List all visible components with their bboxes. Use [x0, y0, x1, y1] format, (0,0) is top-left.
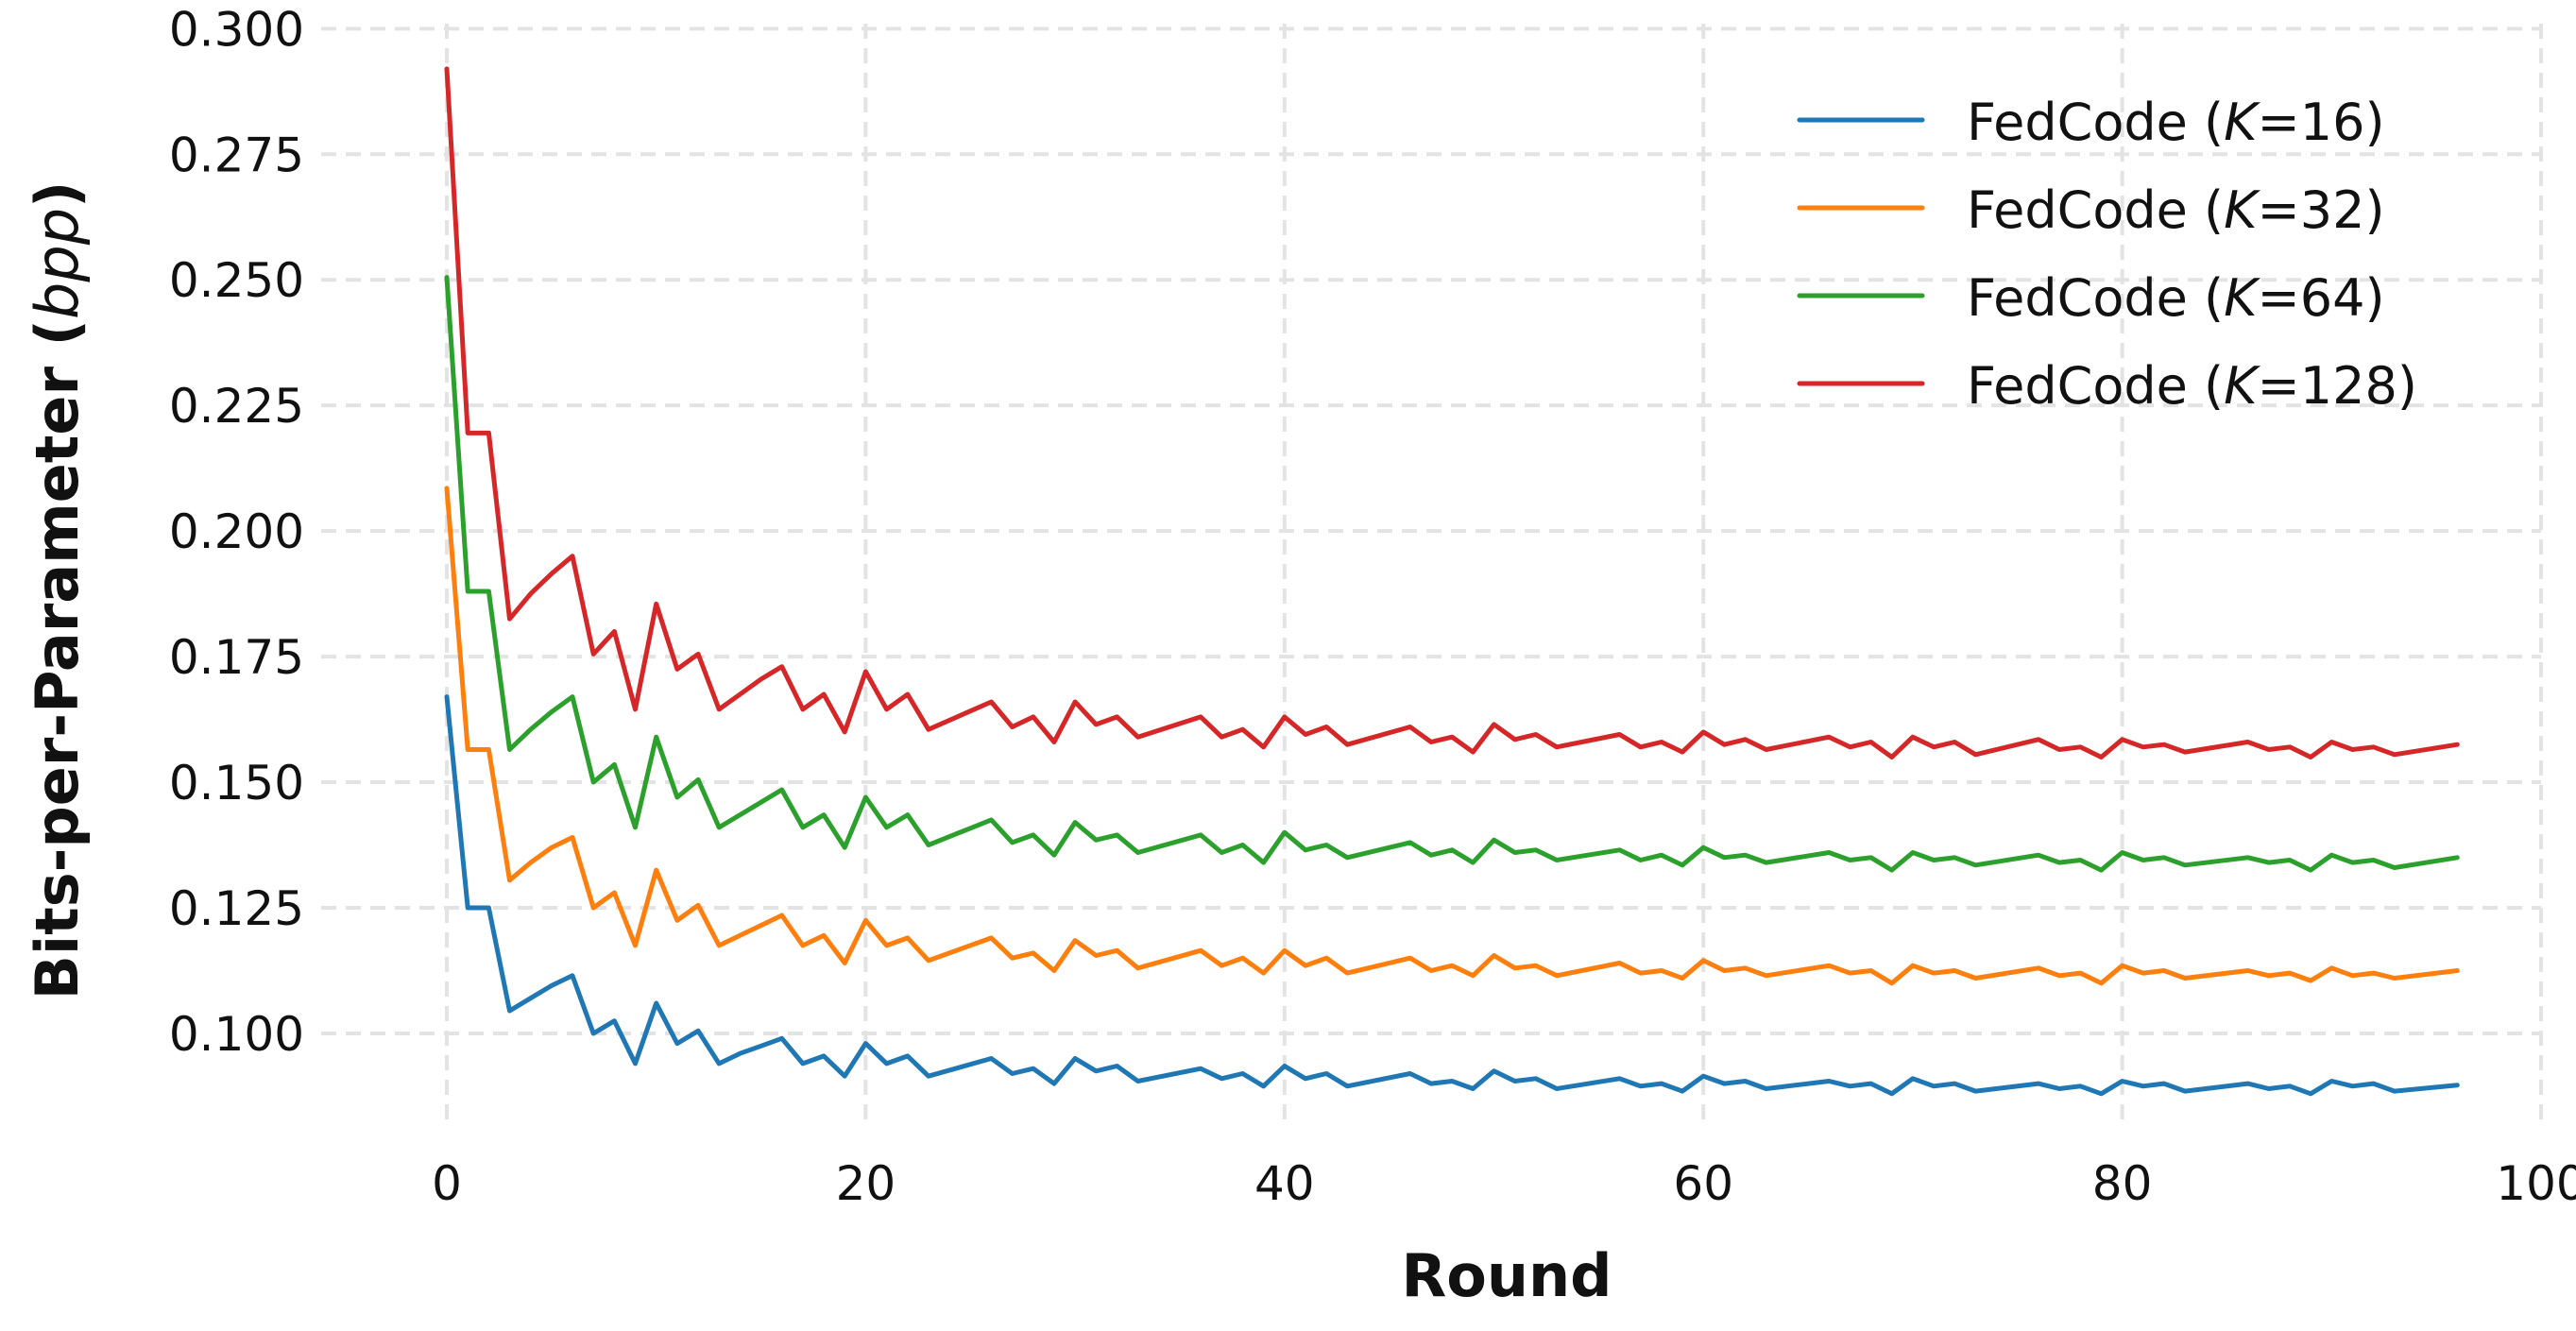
- series-line-1: [444, 694, 2460, 1097]
- y-tick-label: 0.275: [169, 128, 304, 182]
- legend: FedCode (K=16) FedCode (K=32) FedCode (K=6…: [1797, 93, 2417, 416]
- y-axis-title-suffix: ): [23, 181, 92, 208]
- y-axis-title: Bits-per-Parameter (bpp): [23, 181, 92, 1000]
- legend-item-4: FedCode (K=128): [1797, 356, 2417, 416]
- y-tick-label: 0.250: [169, 253, 304, 308]
- y-tick-label: 0.300: [169, 2, 304, 57]
- y-tick-label: 0.150: [169, 756, 304, 811]
- x-tick-label: 0: [432, 1156, 462, 1211]
- series-line-4: [444, 66, 2460, 759]
- x-tick-label: 80: [2092, 1156, 2153, 1211]
- legend-label: FedCode (K=32): [1967, 180, 2385, 240]
- series-line-2: [444, 486, 2460, 986]
- grid: [321, 24, 2543, 1129]
- x-tick-label: 20: [836, 1156, 896, 1211]
- y-tick-label: 0.175: [169, 630, 304, 685]
- legend-item-1: FedCode (K=16): [1797, 93, 2385, 152]
- x-tick-label: 100: [2496, 1156, 2576, 1211]
- legend-item-3: FedCode (K=64): [1797, 268, 2385, 328]
- y-tick-label: 0.225: [169, 379, 304, 434]
- y-axis-title-prefix: Bits-per-Parameter (: [23, 319, 92, 999]
- legend-label: FedCode (K=16): [1967, 93, 2385, 152]
- x-tick-label: 40: [1254, 1156, 1315, 1211]
- y-axis-ticks: 0.100 0.125 0.150 0.175 0.200 0.225 0.250 0.275…: [169, 2, 304, 1062]
- y-tick-label: 0.100: [169, 1007, 304, 1062]
- x-tick-label: 60: [1673, 1156, 1733, 1211]
- legend-item-2: FedCode (K=32): [1797, 180, 2385, 240]
- legend-label: FedCode (K=128): [1967, 356, 2417, 416]
- y-tick-label: 0.125: [169, 881, 304, 936]
- x-axis-ticks: 0 20 40 60 80 100: [432, 1156, 2576, 1211]
- plot-area: [444, 66, 2460, 1097]
- series-line-3: [444, 275, 2460, 873]
- x-axis-title: Round: [1402, 1241, 1612, 1310]
- legend-label: FedCode (K=64): [1967, 268, 2385, 328]
- y-tick-label: 0.200: [169, 504, 304, 559]
- y-axis-title-unit: bpp: [23, 208, 92, 319]
